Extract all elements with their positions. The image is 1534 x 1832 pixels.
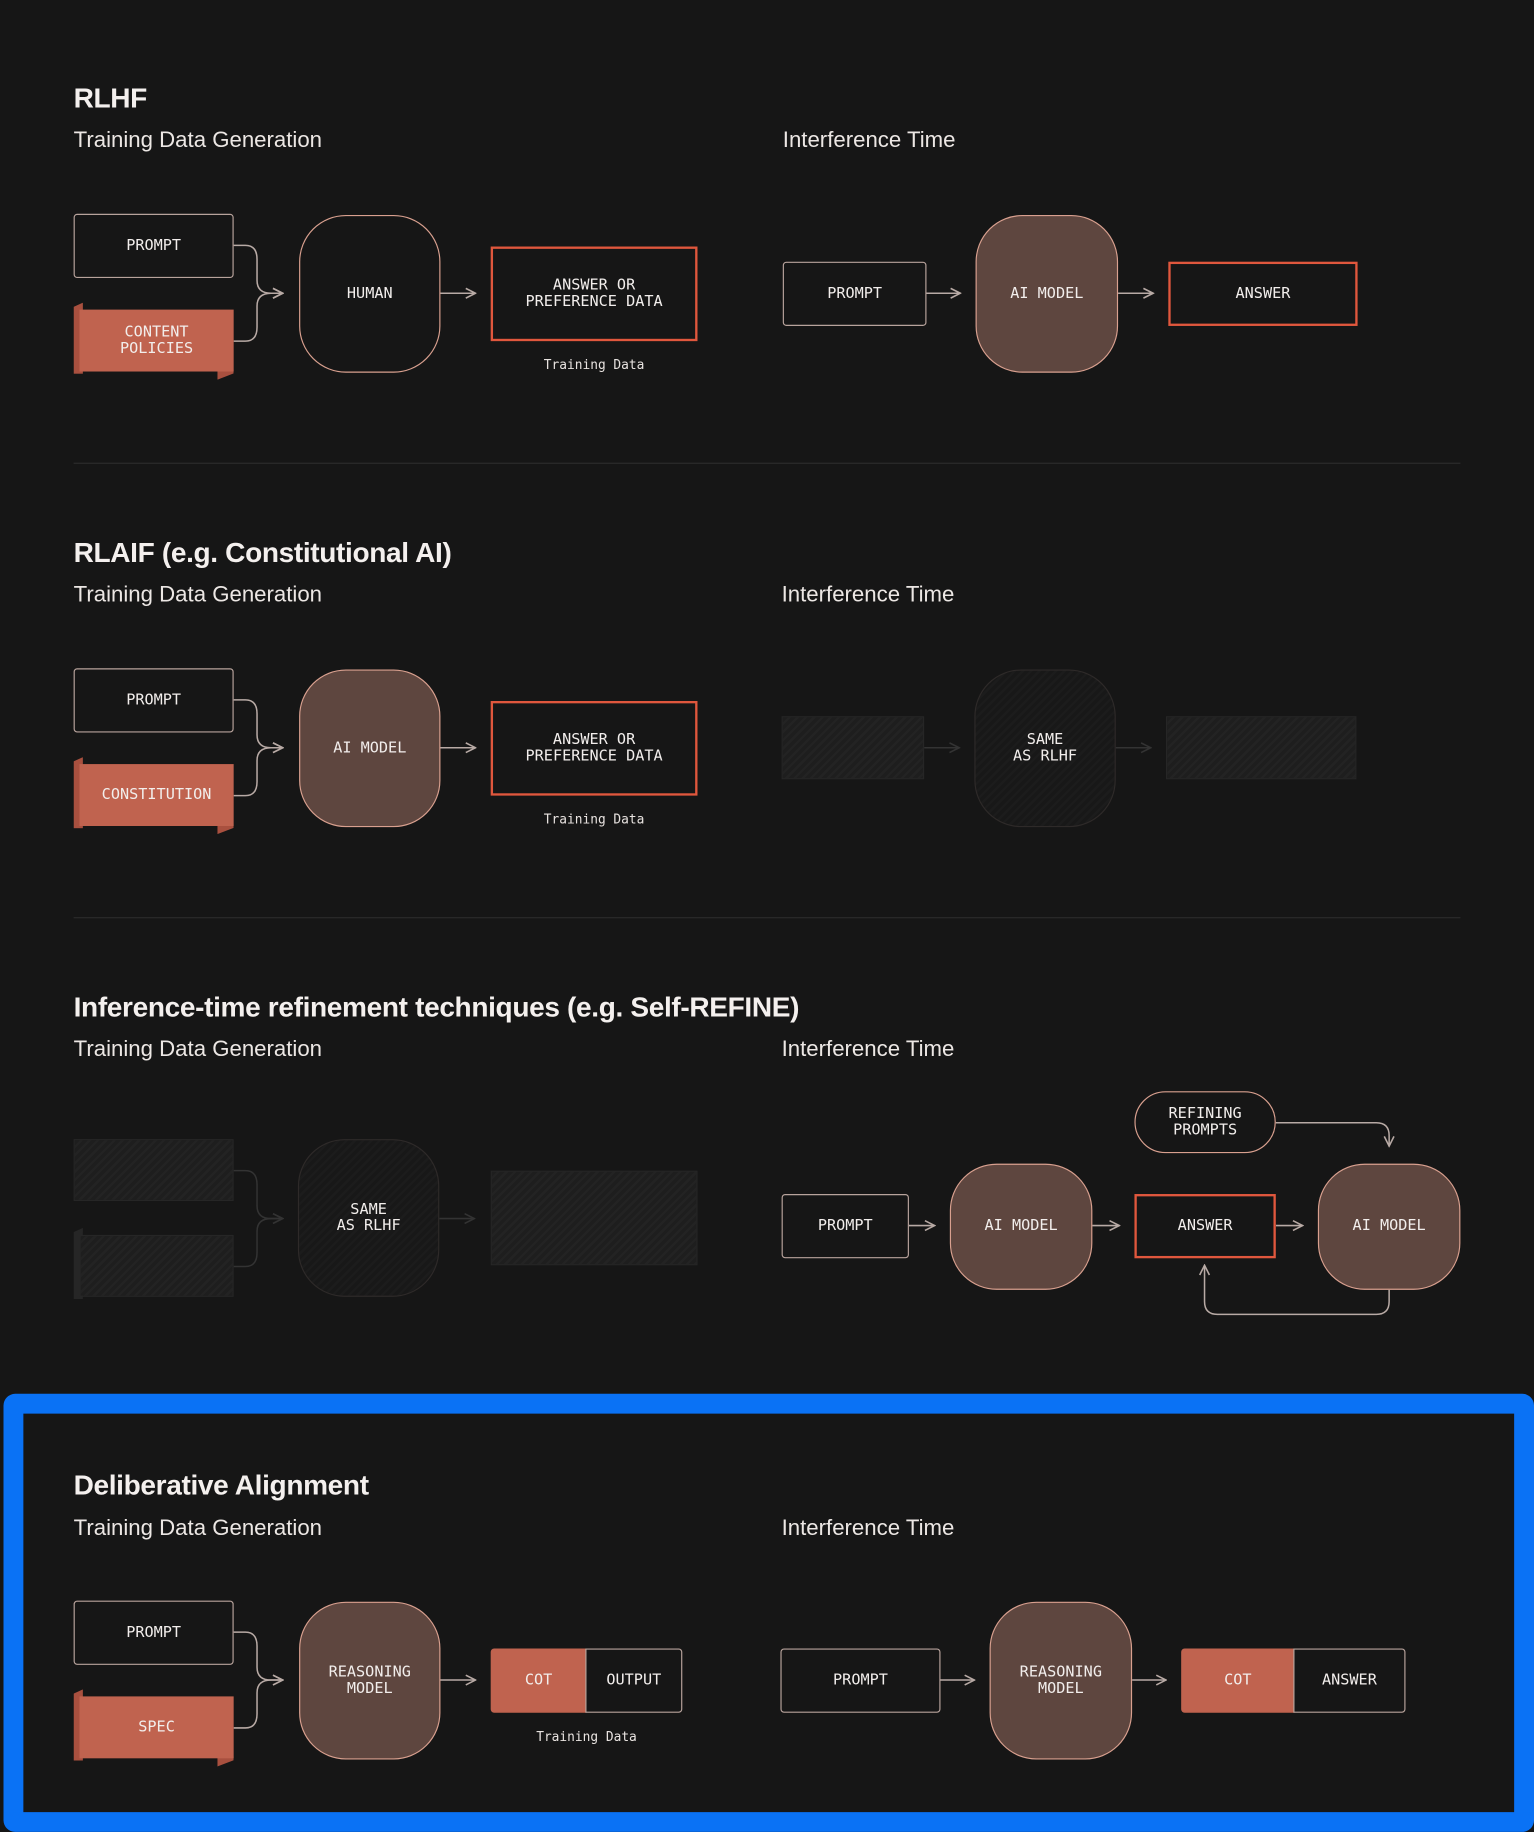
banner-fold xyxy=(73,302,83,374)
training-label: Training Data Generation xyxy=(73,128,323,154)
same-as-rlhf-node: SAME AS RLHF xyxy=(297,1139,440,1297)
section-title: Deliberative Alignment xyxy=(73,1469,369,1502)
training-label: Training Data Generation xyxy=(73,582,323,608)
merge-connector xyxy=(233,293,283,342)
banner-fold xyxy=(73,757,83,829)
placeholder-node xyxy=(490,1170,698,1266)
loop-connector xyxy=(1205,1265,1390,1316)
prompt-node: PROMPT xyxy=(73,1600,234,1665)
reasoning-model-node: REASONING MODEL xyxy=(989,1601,1133,1760)
banner-fold xyxy=(73,1227,83,1300)
dim-merge-connector xyxy=(233,1219,283,1268)
placeholder-node xyxy=(1165,716,1357,780)
ai-model-node: AI MODEL xyxy=(975,214,1119,373)
training-data-node: ANSWER OR PREFERENCE DATA xyxy=(490,700,698,796)
inference-label: Interference Time xyxy=(781,1037,955,1063)
prompt-node: PROMPT xyxy=(780,1648,941,1713)
section-divider xyxy=(73,917,1461,919)
merge-connector xyxy=(233,699,283,748)
inference-label: Interference Time xyxy=(782,128,956,154)
merge-connector xyxy=(233,1631,283,1680)
answer-node: ANSWER xyxy=(1168,261,1358,326)
human-node: HUMAN xyxy=(299,214,441,373)
reasoning-model-node: REASONING MODEL xyxy=(299,1601,441,1760)
training-label: Training Data Generation xyxy=(73,1516,323,1542)
placeholder-banner xyxy=(79,1234,234,1297)
same-as-rlhf-node: SAME AS RLHF xyxy=(974,669,1116,828)
training-data-node: ANSWER OR PREFERENCE DATA xyxy=(490,246,698,342)
banner-fold xyxy=(217,369,234,380)
cot-node: COT xyxy=(490,1648,587,1713)
ai-model-node: AI MODEL xyxy=(949,1163,1093,1290)
refining-prompts-node: REFINING PROMPTS xyxy=(1134,1091,1276,1154)
prompt-node: PROMPT xyxy=(73,213,234,279)
merge-connector xyxy=(233,748,283,797)
prompt-node: PROMPT xyxy=(782,261,927,326)
merge-connector xyxy=(233,244,283,293)
banner-fold xyxy=(217,823,234,835)
cot-node: COT xyxy=(1181,1648,1295,1713)
training-label: Training Data Generation xyxy=(73,1037,323,1063)
merge-connector xyxy=(233,1680,283,1729)
prompt-node: PROMPT xyxy=(781,1194,909,1259)
inference-label: Interference Time xyxy=(781,582,955,608)
ai-model-node: AI MODEL xyxy=(299,669,441,828)
content-policies-node: CONTENT POLICIES xyxy=(79,309,234,372)
training-data-caption: Training Data xyxy=(536,1729,637,1745)
ai-model-refine-node: AI MODEL xyxy=(1317,1163,1461,1290)
dim-merge-connector xyxy=(233,1169,283,1219)
spec-node: SPEC xyxy=(79,1696,234,1759)
section-title: Inference-time refinement techniques (e.… xyxy=(73,991,800,1024)
training-data-caption: Training Data xyxy=(543,357,645,373)
section-divider xyxy=(73,462,1461,464)
answer-node: ANSWER xyxy=(1293,1648,1406,1713)
highlight-frame xyxy=(3,1393,1534,1832)
prompt-node: PROMPT xyxy=(73,668,234,733)
inference-label: Interference Time xyxy=(781,1516,955,1542)
section-title: RLAIF (e.g. Constitutional AI) xyxy=(73,537,452,569)
training-data-caption: Training Data xyxy=(543,811,645,828)
refine-connector xyxy=(1275,1121,1389,1146)
banner-fold xyxy=(73,1689,83,1761)
placeholder-node xyxy=(73,1139,234,1202)
placeholder-node xyxy=(781,716,925,780)
section-title: RLHF xyxy=(73,82,148,115)
output-node: OUTPUT xyxy=(585,1648,683,1713)
answer-node: ANSWER xyxy=(1134,1194,1276,1259)
banner-fold xyxy=(217,1755,234,1767)
constitution-node: CONSTITUTION xyxy=(79,764,234,827)
